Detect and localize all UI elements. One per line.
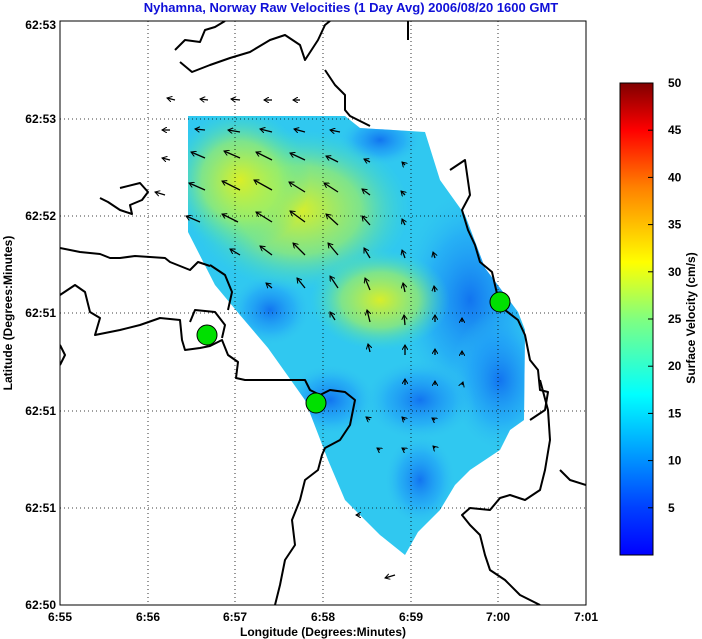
y-axis: 62:53 62:53 62:52 62:51 62:51 62:51 62:5… (1, 18, 56, 612)
x-tick-label: 6:56 (136, 610, 160, 624)
y-tick-label: 62:52 (25, 209, 56, 223)
x-tick-label: 6:58 (311, 610, 335, 624)
colorbar-tick-label: 10 (668, 454, 682, 468)
y-tick-label: 62:50 (25, 598, 56, 612)
y-tick-label: 62:53 (25, 112, 56, 126)
colorbar-tick-label: 15 (668, 406, 682, 420)
x-tick-label: 7:01 (574, 610, 598, 624)
x-tick-label: 7:00 (486, 610, 510, 624)
velocity-map-chart: 6:55 6:56 6:57 6:58 6:59 7:00 7:01 Longi… (0, 0, 702, 639)
radar-site-marker (306, 393, 326, 413)
colorbar: 5 10 15 20 25 30 35 40 45 50 Surface Velocity (cm… (620, 76, 698, 555)
colorbar-tick-label: 20 (668, 359, 682, 373)
x-tick-label: 6:59 (399, 610, 423, 624)
colorbar-tick-label: 40 (668, 170, 682, 184)
colorbar-label: Surface Velocity (cm/s) (684, 252, 698, 383)
colorbar-tick-label: 25 (668, 312, 682, 326)
colorbar-tick-label: 50 (668, 76, 682, 90)
colorbar-tick-label: 35 (668, 218, 682, 232)
x-axis: 6:55 6:56 6:57 6:58 6:59 7:00 7:01 Longi… (48, 610, 598, 639)
y-tick-label: 62:51 (25, 501, 56, 515)
colorbar-tick-label: 45 (668, 123, 682, 137)
x-axis-label: Longitude (Degrees:Minutes) (240, 625, 406, 639)
x-tick-label: 6:57 (223, 610, 247, 624)
colorbar-tick-label: 5 (668, 501, 675, 515)
radar-site-marker (490, 292, 510, 312)
colorbar-tick-label: 30 (668, 265, 682, 279)
x-tick-label: 6:55 (48, 610, 72, 624)
y-tick-label: 62:51 (25, 306, 56, 320)
y-axis-label: Latitude (Degrees:Minutes) (1, 236, 15, 391)
y-tick-label: 62:51 (25, 404, 56, 418)
y-tick-label: 62:53 (25, 18, 56, 32)
radar-site-marker (197, 325, 217, 345)
